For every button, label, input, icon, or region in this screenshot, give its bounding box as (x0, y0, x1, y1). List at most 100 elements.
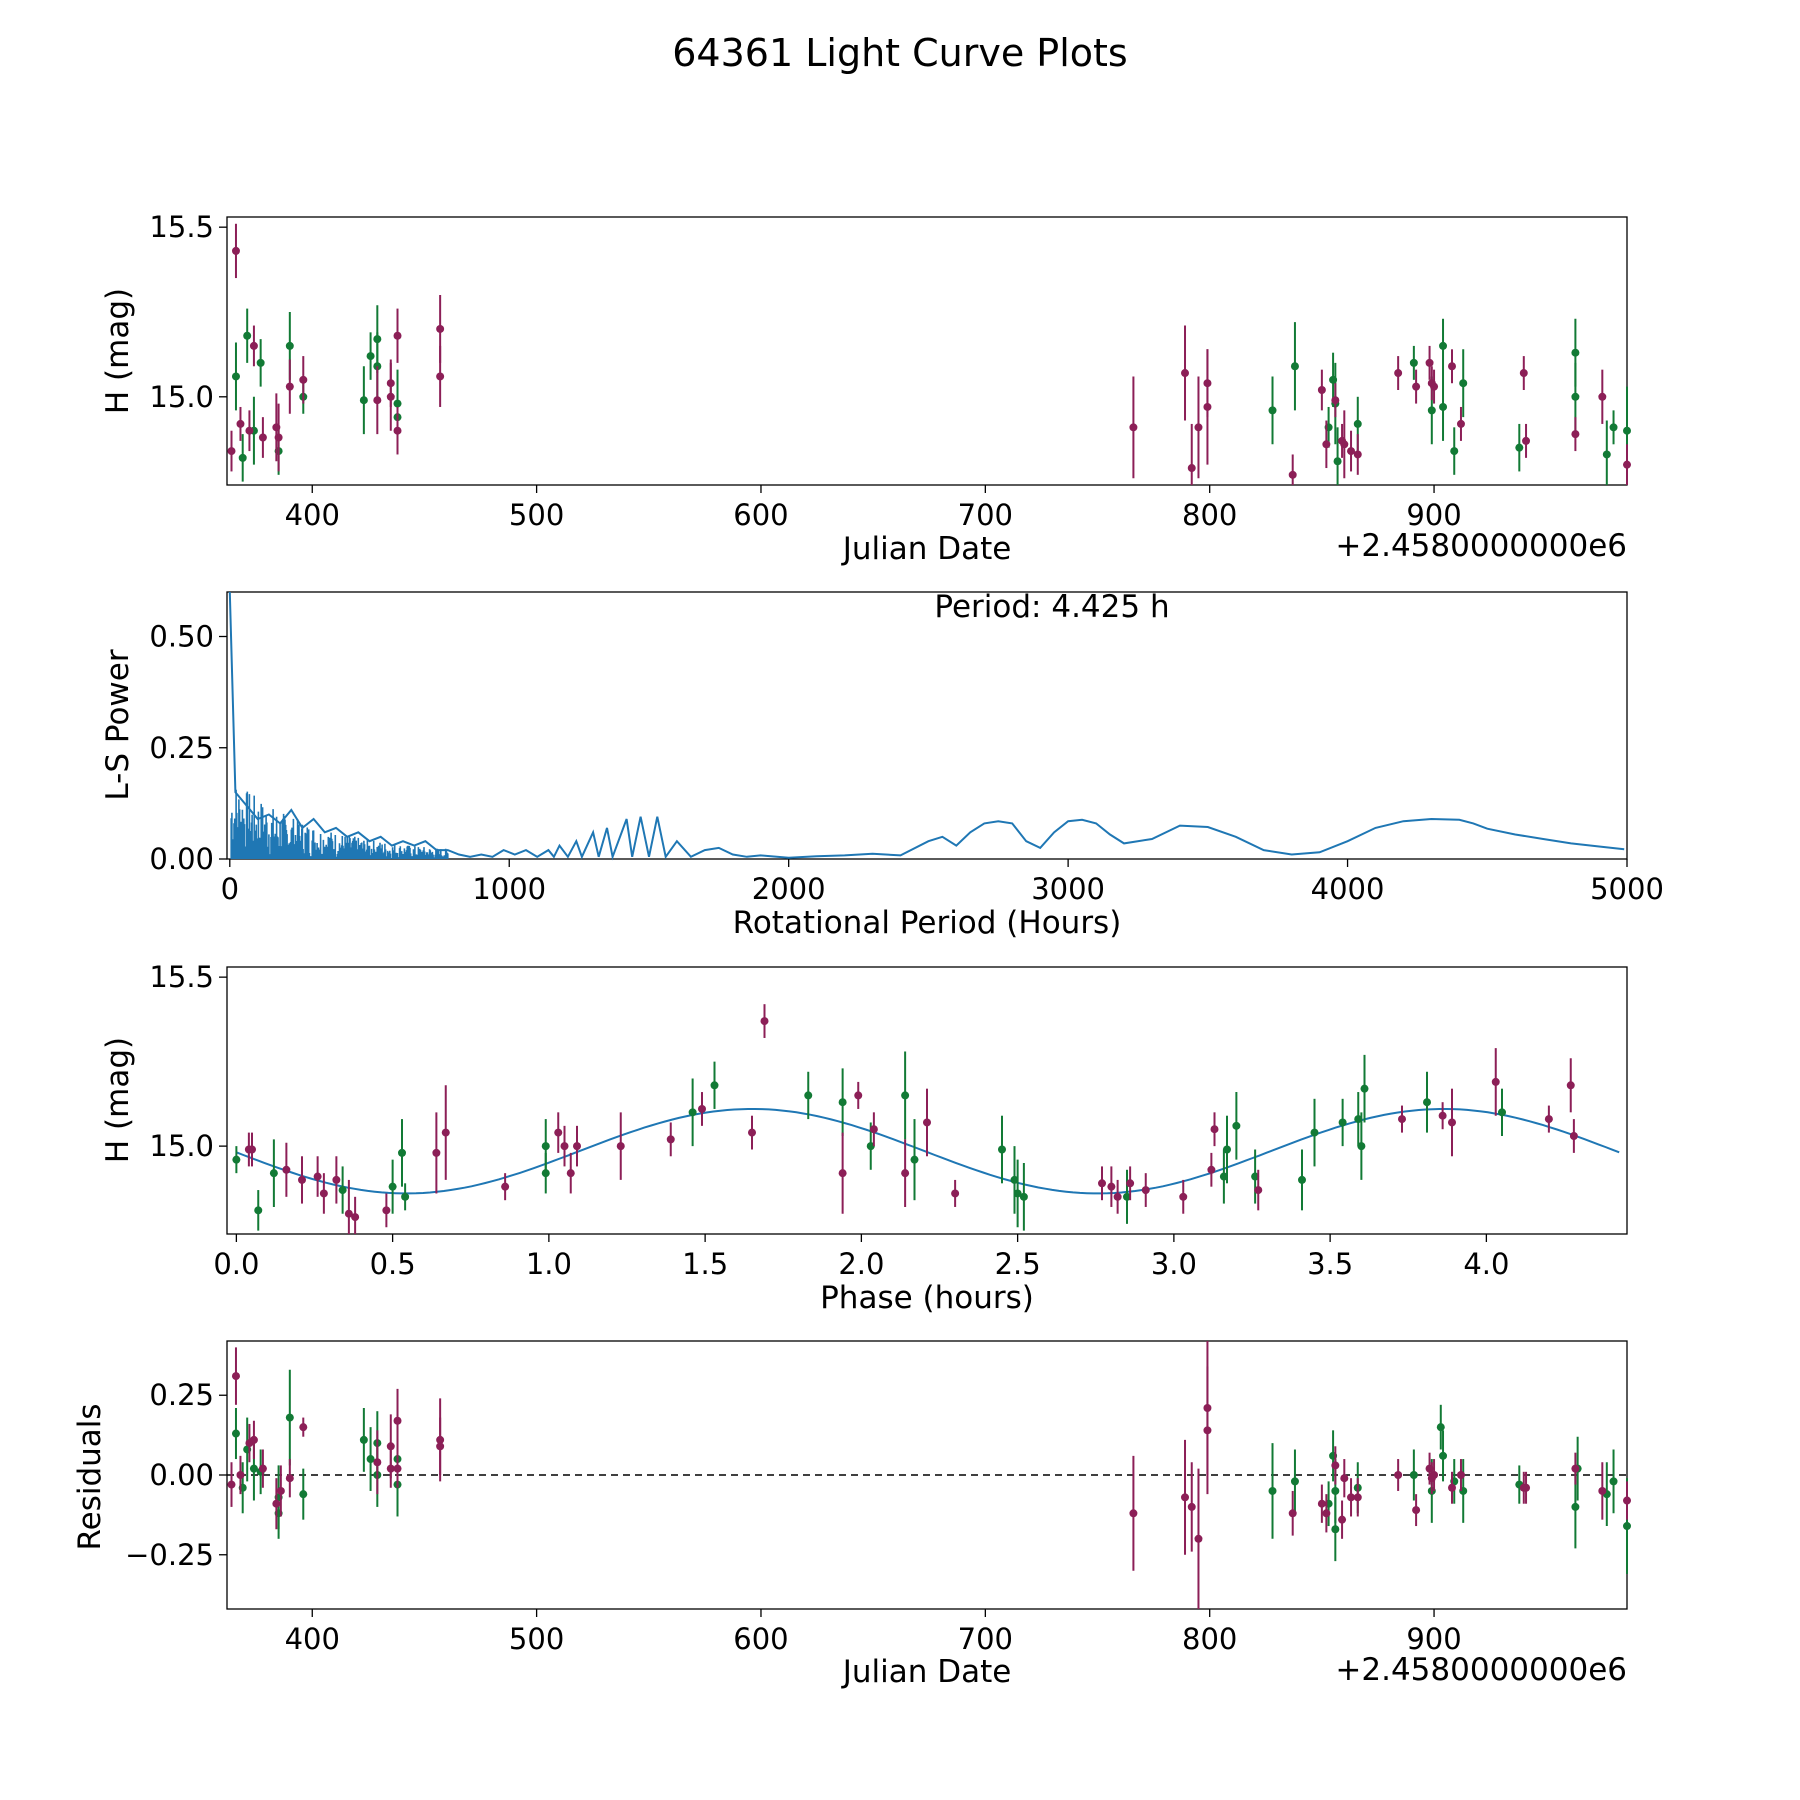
data-point-green (1409, 358, 1418, 367)
data-point-magenta (285, 1474, 294, 1483)
data-point-magenta (1456, 1471, 1465, 1479)
data-point-magenta (1456, 419, 1465, 428)
data-point-green (338, 1186, 347, 1195)
data-point-magenta (566, 1169, 575, 1178)
xtick-label: 800 (1182, 498, 1237, 532)
data-point-green (401, 1192, 410, 1201)
data-point-magenta (436, 372, 445, 381)
residuals-ylabel: Residuals (72, 1403, 108, 1550)
phased-curve-xticks: 0.0 0.5 1.0 1.5 2.0 2.5 3.0 3.5 4.0 (213, 1234, 1509, 1281)
data-point-magenta (901, 1169, 910, 1178)
data-point-green (1609, 423, 1618, 432)
xtick-label: 4000 (1311, 872, 1385, 906)
data-point-magenta (299, 375, 308, 384)
data-point-magenta (1425, 358, 1434, 367)
data-point-green (1013, 1189, 1022, 1198)
data-point-magenta (1181, 1493, 1190, 1502)
data-point-magenta (1398, 1115, 1406, 1124)
data-point-magenta (1179, 1192, 1188, 1201)
data-point-magenta (1347, 447, 1356, 456)
data-point-green (1360, 1084, 1369, 1093)
data-point-green (1439, 341, 1448, 350)
data-point-green (1223, 1145, 1231, 1154)
data-point-green (285, 1413, 294, 1422)
xtick-label: 700 (958, 1622, 1013, 1656)
data-point-magenta (1438, 1111, 1447, 1120)
period-annotation: Period: 4.425 h (934, 589, 1169, 625)
data-point-green (998, 1145, 1006, 1154)
light-curve-points (227, 223, 1631, 485)
residuals-yticks: −0.25 0.00 0.25 (125, 1378, 227, 1572)
data-point-magenta (1187, 1502, 1196, 1511)
data-point-magenta (393, 1416, 402, 1425)
ls-power-noise (230, 789, 449, 859)
data-point-magenta (616, 1142, 625, 1151)
data-point-green (254, 1206, 263, 1215)
xtick-label: 0.5 (370, 1247, 416, 1281)
xtick-label: 2.0 (838, 1247, 884, 1281)
xtick-label: 500 (509, 498, 564, 532)
data-point-green (1571, 348, 1580, 357)
data-point-magenta (1412, 1506, 1421, 1515)
xtick-label: 0 (221, 872, 239, 906)
data-point-magenta (1129, 1509, 1138, 1518)
data-point-green (249, 1464, 258, 1473)
ytick-label: 15.0 (149, 380, 214, 414)
data-point-magenta (373, 396, 382, 405)
data-point-magenta (1322, 440, 1331, 449)
data-point-magenta (245, 426, 254, 435)
data-point-green (359, 396, 368, 405)
data-point-magenta (1566, 1081, 1575, 1090)
data-point-magenta (249, 1435, 258, 1444)
data-point-green (1354, 1115, 1363, 1124)
data-point-magenta (501, 1182, 510, 1191)
data-point-green (1439, 1451, 1448, 1460)
data-point-magenta (441, 1128, 450, 1137)
data-point-green (1251, 1172, 1260, 1181)
data-point-magenta (923, 1118, 931, 1127)
data-point-magenta (1338, 1515, 1347, 1524)
data-point-magenta (1347, 1493, 1356, 1502)
data-point-magenta (231, 1372, 240, 1381)
data-point-magenta (1623, 460, 1631, 469)
light-curve-yticks: 15.0 15.5 (149, 210, 227, 414)
data-point-magenta (1569, 1131, 1578, 1140)
data-point-green (243, 331, 252, 340)
data-point-magenta (1353, 1493, 1362, 1502)
periodogram-line (228, 591, 1625, 861)
ls-power-line (228, 591, 1625, 861)
xtick-label: 400 (285, 498, 340, 532)
data-point-green (910, 1155, 919, 1164)
data-point-magenta (276, 1486, 285, 1495)
data-point-magenta (854, 1091, 863, 1100)
data-point-magenta (332, 1175, 341, 1184)
data-point-magenta (1448, 1483, 1456, 1492)
data-point-magenta (760, 1017, 769, 1026)
data-point-green (366, 1455, 375, 1464)
data-point-green (1439, 402, 1448, 411)
data-point-magenta (1522, 436, 1531, 445)
phased-curve-points (232, 1004, 1578, 1234)
data-point-magenta (274, 433, 283, 442)
data-point-green (1232, 1121, 1241, 1130)
data-point-magenta (1598, 392, 1607, 401)
data-point-green (256, 358, 265, 367)
data-point-magenta (1317, 386, 1326, 395)
periodogram-yticks: 0.00 0.25 0.50 (149, 620, 227, 876)
xtick-label: 3000 (1031, 872, 1105, 906)
data-point-magenta (1194, 1534, 1203, 1543)
data-point-green (231, 372, 240, 381)
xtick-label: 1000 (472, 872, 546, 906)
xtick-label: 700 (958, 498, 1013, 532)
figure-title: 64361 Light Curve Plots (672, 31, 1127, 75)
xtick-label: 0.0 (213, 1247, 259, 1281)
xtick-label: 800 (1182, 1622, 1237, 1656)
residuals-offset-text: +2.4580000000e6 (1335, 1652, 1627, 1688)
xtick-label: 400 (285, 1622, 340, 1656)
data-point-green (366, 352, 375, 361)
data-point-green (1436, 1423, 1445, 1432)
data-point-green (1010, 1175, 1019, 1184)
xtick-label: 4.0 (1463, 1247, 1509, 1281)
data-point-magenta (666, 1135, 675, 1144)
xtick-label: 3.0 (1151, 1247, 1197, 1281)
